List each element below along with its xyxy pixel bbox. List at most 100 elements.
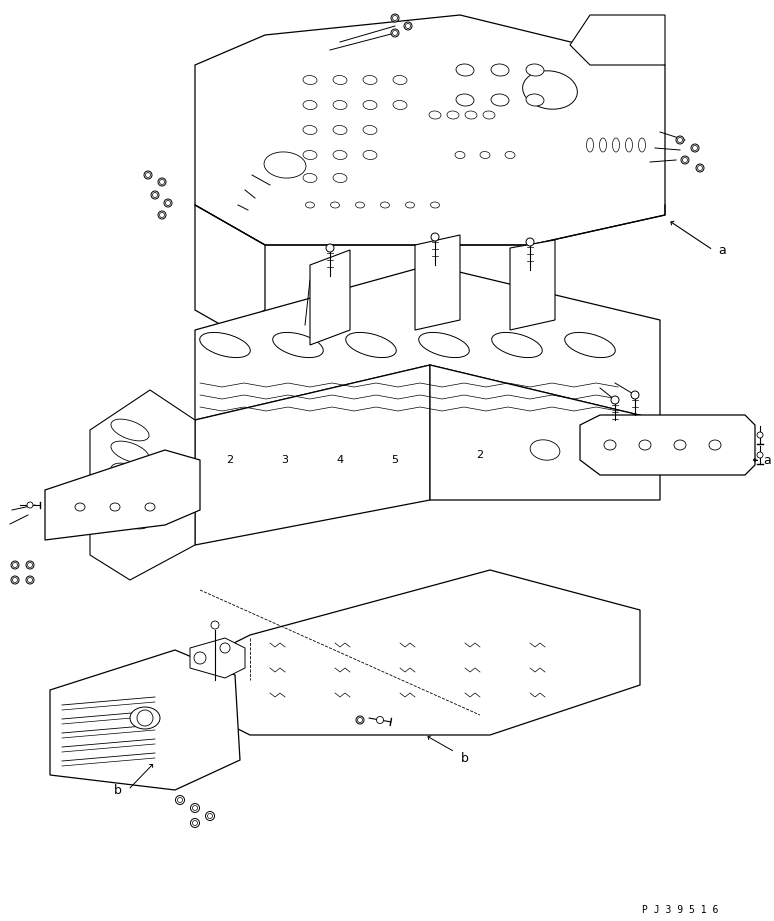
Ellipse shape xyxy=(363,100,377,110)
Polygon shape xyxy=(45,450,200,540)
Circle shape xyxy=(159,180,165,184)
Polygon shape xyxy=(195,365,430,545)
Circle shape xyxy=(26,576,34,584)
Ellipse shape xyxy=(303,125,317,134)
Circle shape xyxy=(391,14,399,22)
Ellipse shape xyxy=(447,111,459,119)
Ellipse shape xyxy=(363,150,377,159)
Polygon shape xyxy=(200,570,640,735)
Text: b: b xyxy=(114,784,122,797)
Circle shape xyxy=(206,811,214,821)
Circle shape xyxy=(12,563,18,567)
Text: 2: 2 xyxy=(477,450,484,460)
Ellipse shape xyxy=(465,111,477,119)
Ellipse shape xyxy=(111,485,149,507)
Ellipse shape xyxy=(491,94,509,106)
Circle shape xyxy=(159,213,165,217)
Polygon shape xyxy=(50,650,240,790)
Ellipse shape xyxy=(346,332,396,357)
Circle shape xyxy=(190,803,200,812)
Circle shape xyxy=(28,577,33,582)
Ellipse shape xyxy=(363,76,377,85)
Ellipse shape xyxy=(75,503,85,511)
Ellipse shape xyxy=(480,151,490,158)
Circle shape xyxy=(697,166,703,170)
Circle shape xyxy=(12,577,18,582)
Circle shape xyxy=(611,396,619,404)
Ellipse shape xyxy=(505,151,515,158)
Circle shape xyxy=(11,576,19,584)
Circle shape xyxy=(211,621,219,629)
Polygon shape xyxy=(570,15,665,65)
Ellipse shape xyxy=(406,202,415,208)
Text: P J 3 9 5 1 6: P J 3 9 5 1 6 xyxy=(642,905,718,915)
Text: 3: 3 xyxy=(282,455,289,465)
Polygon shape xyxy=(580,415,755,475)
Ellipse shape xyxy=(333,100,347,110)
Circle shape xyxy=(158,178,166,186)
Ellipse shape xyxy=(381,202,389,208)
Ellipse shape xyxy=(110,503,120,511)
Ellipse shape xyxy=(111,441,149,463)
Circle shape xyxy=(431,233,439,241)
Ellipse shape xyxy=(709,440,721,450)
Circle shape xyxy=(757,432,763,438)
Circle shape xyxy=(631,391,639,399)
Circle shape xyxy=(392,30,398,36)
Circle shape xyxy=(176,796,184,805)
Circle shape xyxy=(681,156,689,164)
Circle shape xyxy=(757,452,763,458)
Circle shape xyxy=(683,157,687,162)
Circle shape xyxy=(691,144,699,152)
Ellipse shape xyxy=(111,507,149,529)
Ellipse shape xyxy=(526,64,544,76)
Ellipse shape xyxy=(491,332,543,357)
Polygon shape xyxy=(430,365,660,500)
Circle shape xyxy=(406,24,410,29)
Circle shape xyxy=(166,201,170,205)
Ellipse shape xyxy=(587,138,594,152)
Ellipse shape xyxy=(456,64,474,76)
Circle shape xyxy=(28,563,33,567)
Polygon shape xyxy=(310,250,350,345)
Ellipse shape xyxy=(600,138,607,152)
Circle shape xyxy=(164,199,172,207)
Ellipse shape xyxy=(303,100,317,110)
Ellipse shape xyxy=(639,440,651,450)
Ellipse shape xyxy=(429,111,441,119)
Ellipse shape xyxy=(483,111,495,119)
Polygon shape xyxy=(195,205,265,330)
Polygon shape xyxy=(190,638,245,678)
Ellipse shape xyxy=(303,150,317,159)
Ellipse shape xyxy=(303,76,317,85)
Circle shape xyxy=(26,561,34,569)
Circle shape xyxy=(151,191,159,199)
Ellipse shape xyxy=(306,202,314,208)
Circle shape xyxy=(190,819,200,827)
Circle shape xyxy=(356,716,364,724)
Ellipse shape xyxy=(200,332,250,357)
Circle shape xyxy=(220,643,230,653)
Ellipse shape xyxy=(330,202,340,208)
Ellipse shape xyxy=(111,419,149,441)
Circle shape xyxy=(696,164,704,172)
Ellipse shape xyxy=(430,202,440,208)
Circle shape xyxy=(144,171,152,179)
Circle shape xyxy=(27,502,33,508)
Ellipse shape xyxy=(625,138,632,152)
Polygon shape xyxy=(195,15,665,245)
Circle shape xyxy=(677,137,683,143)
Ellipse shape xyxy=(272,332,324,357)
Circle shape xyxy=(193,821,197,825)
Ellipse shape xyxy=(333,76,347,85)
Text: 5: 5 xyxy=(392,455,399,465)
Ellipse shape xyxy=(491,64,509,76)
Circle shape xyxy=(676,136,684,144)
Text: 3: 3 xyxy=(546,450,553,460)
Circle shape xyxy=(358,717,362,722)
Text: 4: 4 xyxy=(337,455,344,465)
Ellipse shape xyxy=(363,125,377,134)
Ellipse shape xyxy=(393,100,407,110)
Text: a: a xyxy=(718,243,726,257)
Circle shape xyxy=(177,798,183,802)
